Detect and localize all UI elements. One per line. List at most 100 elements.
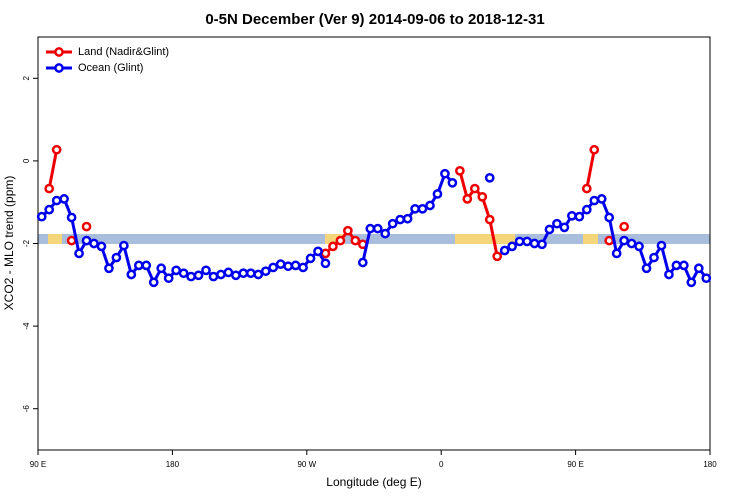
data-point [66, 212, 77, 223]
data-point [701, 273, 712, 284]
data-point [231, 270, 241, 281]
land-band [325, 234, 345, 244]
data-point [604, 235, 615, 246]
data-point [604, 212, 615, 223]
y-tick-label: -6 [22, 405, 31, 413]
data-point [126, 269, 137, 280]
data-point [74, 248, 84, 259]
data-point [290, 260, 301, 271]
legend-marker [54, 63, 64, 73]
land-band [583, 234, 598, 244]
data-point [208, 271, 219, 282]
data-point [507, 241, 517, 252]
data-point [133, 260, 144, 271]
data-point [537, 239, 547, 250]
data-point [656, 240, 667, 251]
data-point [581, 204, 592, 215]
data-point [447, 177, 458, 188]
data-point [469, 183, 480, 194]
data-point [529, 238, 540, 249]
data-point [36, 211, 47, 222]
data-point [156, 263, 167, 274]
data-point [477, 191, 488, 202]
data-point [679, 260, 689, 271]
data-point [223, 267, 234, 278]
data-point [559, 222, 570, 233]
data-point [693, 263, 704, 274]
data-point [328, 241, 338, 252]
surface-band [38, 234, 710, 244]
x-tick-label: 180 [166, 460, 180, 469]
data-point [514, 236, 525, 247]
data-point [66, 235, 77, 246]
data-point [619, 221, 629, 232]
y-tick-label: -4 [22, 322, 31, 330]
data-point [649, 252, 659, 263]
legend-label: Land (Nadir&Glint) [78, 46, 169, 58]
data-point [81, 221, 92, 232]
data-point [104, 263, 114, 274]
y-axis-label: XCO2 - MLO trend (ppm) [2, 176, 16, 311]
data-point [455, 165, 465, 176]
data-point [178, 268, 189, 279]
data-point [268, 262, 279, 273]
data-point [343, 225, 353, 236]
data-point [193, 270, 204, 281]
legend-label: Ocean (Glint) [78, 62, 143, 74]
data-point [410, 203, 420, 214]
data-point [589, 144, 600, 155]
data-point [641, 263, 652, 274]
x-tick-label: 0 [439, 460, 444, 469]
data-point [119, 240, 129, 251]
data-point [596, 194, 607, 204]
data-point [522, 236, 532, 247]
data-point [387, 218, 398, 229]
data-point [51, 144, 62, 155]
data-point [89, 238, 99, 249]
data-point [417, 203, 428, 214]
data-point [283, 261, 293, 272]
data-point [552, 218, 562, 229]
data-point [619, 235, 629, 246]
data-point [253, 269, 264, 280]
data-point [581, 183, 592, 194]
data-point [499, 245, 510, 256]
legend-marker [54, 47, 64, 57]
data-point [238, 268, 249, 279]
data-point [432, 189, 443, 199]
chart-title: 0-5N December (Ver 9) 2014-09-06 to 2018… [205, 11, 544, 28]
x-tick-label: 90 E [30, 460, 46, 469]
y-tick-label: 2 [22, 76, 31, 81]
data-point [365, 223, 376, 234]
data-point [216, 269, 226, 280]
data-point [574, 211, 585, 222]
data-point [440, 168, 450, 179]
data-point [44, 183, 55, 194]
data-point [201, 265, 211, 276]
x-axis-label: Longitude (deg E) [326, 475, 421, 489]
data-point [462, 194, 473, 204]
x-tick-label: 90 E [567, 460, 583, 469]
data-point [664, 269, 674, 280]
data-point [335, 235, 346, 246]
y-tick-label: 0 [22, 158, 31, 163]
data-point [492, 251, 503, 262]
data-point [634, 241, 644, 252]
data-point [671, 260, 682, 271]
y-tick-label: -2 [22, 239, 31, 247]
data-point [402, 213, 413, 224]
data-point [260, 266, 271, 277]
data-point [111, 252, 122, 263]
x-tick-label: 90 W [297, 460, 316, 469]
data-point [320, 248, 331, 259]
data-point [245, 268, 256, 279]
data-point [313, 246, 323, 257]
data-point [96, 241, 107, 252]
data-point [425, 200, 435, 211]
data-point [544, 224, 555, 235]
ocean-band [38, 234, 710, 244]
data-point [372, 223, 383, 234]
data-point [141, 260, 152, 271]
data-point [589, 195, 600, 206]
